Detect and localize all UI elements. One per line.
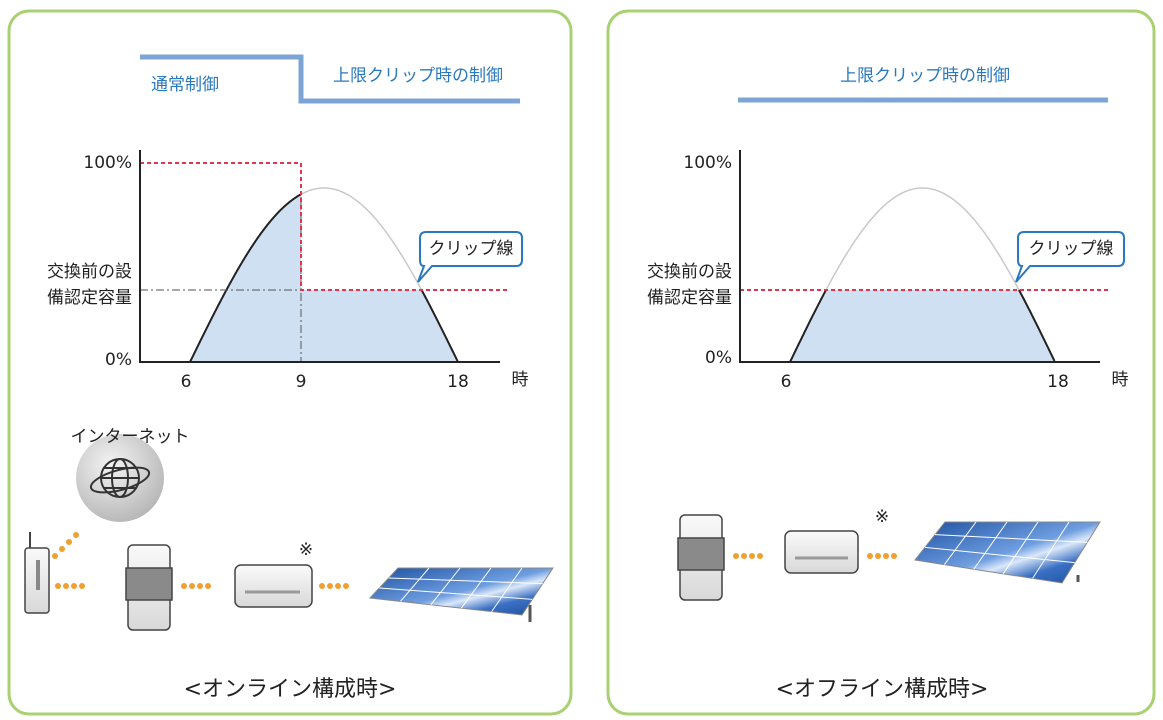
power-conditioner [784, 530, 859, 574]
header-label: 通常制御 [151, 75, 219, 95]
x-label: 6 [181, 372, 192, 392]
link-dot [66, 539, 72, 545]
charts [139, 150, 1108, 363]
y-label: 備認定容量 [47, 288, 132, 308]
panel-grid [973, 521, 1008, 570]
potential-curve [789, 187, 1056, 363]
callout [417, 231, 523, 283]
link-dot [189, 583, 195, 589]
caption: <オフライン構成時> [776, 677, 989, 702]
controller [677, 514, 725, 601]
y-label: 交換前の設 [647, 262, 732, 282]
output-area [790, 290, 1055, 362]
power-conditioner [234, 564, 313, 608]
panel-grid [943, 521, 977, 565]
link-dot [59, 546, 65, 552]
link-dot [883, 553, 889, 559]
panel-grid [1032, 521, 1070, 579]
panel-grid [934, 534, 1088, 543]
y-label: 0% [105, 350, 132, 370]
note-mark: ※ [875, 507, 889, 527]
header-line [140, 54, 520, 104]
output-area [190, 194, 458, 362]
solar-panel [914, 521, 1101, 584]
y-label: 100% [683, 153, 732, 173]
callout [1015, 231, 1125, 283]
link-dot [757, 553, 763, 559]
output-curve [189, 193, 302, 363]
link-dot [319, 583, 325, 589]
header-label: 上限クリップ時の制御 [333, 66, 503, 86]
header-label: 上限クリップ時の制御 [840, 66, 1010, 86]
link-dot [79, 583, 85, 589]
callout-text: クリップ線 [1029, 239, 1114, 259]
panel-grid [924, 546, 1075, 564]
output-curve [789, 290, 827, 363]
caption: <オンライン構成時> [184, 677, 397, 702]
x-unit: 時 [1112, 370, 1129, 390]
internet-label: インターネット [71, 427, 190, 447]
link-dot [205, 583, 211, 589]
link-dot [891, 553, 897, 559]
link-dot [749, 553, 755, 559]
panel-grid [1002, 521, 1039, 575]
link-dot [181, 583, 187, 589]
panel-grid [491, 567, 523, 612]
x-label: 18 [447, 372, 469, 392]
axes [739, 150, 1100, 363]
controller [125, 544, 173, 631]
panel-grid [379, 587, 533, 600]
link-dot [73, 532, 79, 538]
panel-grid [388, 577, 543, 585]
link-dot [335, 583, 341, 589]
x-label: 18 [1047, 372, 1069, 392]
panel-grid [430, 567, 461, 606]
axes [139, 150, 500, 363]
x-label: 9 [296, 372, 307, 392]
link-dot [875, 553, 881, 559]
y-label: 0% [705, 348, 732, 368]
link-dot [327, 583, 333, 589]
link-dot [55, 583, 61, 589]
y-label: 備認定容量 [647, 288, 732, 308]
output-curve [420, 289, 459, 362]
link-dot [733, 553, 739, 559]
callout-text: クリップ線 [429, 239, 514, 259]
y-label: 100% [83, 153, 132, 173]
panel-grid [400, 567, 430, 602]
output-curve [1018, 289, 1056, 362]
link-dot [71, 583, 77, 589]
link-dot [63, 583, 69, 589]
panel-grid [460, 567, 492, 609]
link-dot [867, 553, 873, 559]
x-label: 6 [781, 372, 792, 392]
solar-panel [368, 567, 554, 622]
clip-line [140, 162, 510, 291]
link-dot [343, 583, 349, 589]
extras [52, 521, 1101, 622]
router [24, 532, 50, 614]
y-label: 交換前の設 [47, 262, 132, 282]
note-mark: ※ [299, 540, 313, 560]
x-unit: 時 [512, 370, 529, 390]
link-dot [197, 583, 203, 589]
globe-icon [89, 458, 151, 498]
link-dot [52, 553, 58, 559]
link-dot [741, 553, 747, 559]
